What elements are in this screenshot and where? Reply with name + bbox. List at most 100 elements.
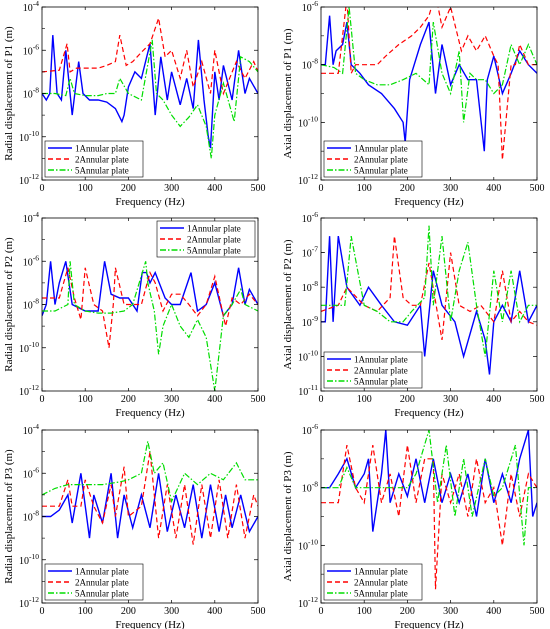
- x-tick-label: 200: [121, 606, 136, 617]
- x-axis-label: Frequency (Hz): [115, 407, 185, 419]
- x-tick-label: 0: [319, 606, 324, 617]
- legend-label-1: 1Annular plate: [75, 144, 129, 154]
- x-axis-label: Frequency (Hz): [115, 196, 185, 208]
- y-tick-label: 10-10: [19, 552, 39, 567]
- x-tick-label: 100: [78, 606, 93, 617]
- x-tick-label: 100: [78, 183, 93, 194]
- x-axis-label: Frequency (Hz): [115, 619, 185, 629]
- y-tick-label: 10-8: [302, 279, 318, 294]
- legend-label-3: 5Annular plate: [354, 377, 408, 387]
- legend-label-2: 2Annular plate: [75, 155, 129, 165]
- y-tick-label: 10-12: [19, 172, 39, 187]
- x-tick-label: 300: [443, 394, 458, 405]
- x-tick-label: 300: [164, 183, 179, 194]
- y-axis-label: Radial displacement of P1 (m): [3, 26, 15, 161]
- legend-box: [156, 220, 256, 258]
- x-tick-label: 300: [443, 606, 458, 617]
- y-tick-label: 10-9: [302, 314, 318, 329]
- y-axis-label: Radial displacement of P2 (m): [3, 237, 15, 372]
- legend-label-3: 5Annular plate: [187, 246, 241, 256]
- y-axis-label: Radial displacement of P3 (m): [3, 449, 15, 584]
- y-tick-label: 10-6: [23, 253, 39, 268]
- y-tick-label: 10-11: [298, 383, 318, 398]
- legend-label-1: 1Annular plate: [354, 144, 408, 154]
- x-tick-label: 400: [486, 606, 501, 617]
- y-tick-label: 10-8: [302, 57, 318, 72]
- x-tick-label: 200: [121, 394, 136, 405]
- x-tick-label: 100: [78, 394, 93, 405]
- x-axis-label: Frequency (Hz): [394, 196, 464, 208]
- legend-box: [44, 140, 144, 178]
- y-axis-label: Axial displacement of P2 (m): [282, 239, 294, 369]
- legend-label-1: 1Annular plate: [354, 567, 408, 577]
- legend-label-2: 2Annular plate: [75, 578, 129, 588]
- series-line-2: [321, 7, 537, 160]
- chart-panel-4: 0 100 200 300 400 500 10-11 10-10 10-9 10-8 10-7 10…: [282, 210, 545, 419]
- y-tick-label: 10-10: [298, 114, 318, 129]
- y-tick-label: 10-10: [19, 129, 39, 144]
- legend-label-3: 5Annular plate: [354, 589, 408, 599]
- x-tick-label: 200: [400, 606, 415, 617]
- y-tick-label: 10-8: [302, 480, 318, 495]
- legend-box: [323, 140, 423, 178]
- x-tick-label: 500: [530, 606, 545, 617]
- y-axis-label: Axial displacement of P3 (m): [282, 451, 294, 581]
- series-line-1: [321, 235, 537, 375]
- x-tick-label: 400: [486, 394, 501, 405]
- y-tick-label: 10-10: [298, 537, 318, 552]
- y-tick-label: 10-10: [298, 348, 318, 363]
- axes-box: [320, 217, 538, 392]
- y-tick-label: 10-8: [23, 509, 39, 524]
- x-tick-label: 100: [357, 606, 372, 617]
- x-tick-label: 100: [357, 183, 372, 194]
- x-tick-label: 0: [319, 394, 324, 405]
- x-tick-label: 500: [530, 394, 545, 405]
- x-axis-label: Frequency (Hz): [394, 619, 464, 629]
- y-tick-label: 10-8: [23, 297, 39, 312]
- legend-label-3: 5Annular plate: [75, 166, 129, 176]
- y-tick-label: 10-6: [23, 42, 39, 57]
- y-tick-label: 10-4: [23, 210, 39, 225]
- x-tick-label: 400: [207, 183, 222, 194]
- legend-label-1: 1Annular plate: [187, 224, 241, 234]
- series-line-3: [321, 430, 537, 546]
- x-tick-label: 0: [40, 183, 45, 194]
- y-tick-label: 10-4: [23, 422, 39, 437]
- legend-label-3: 5Annular plate: [354, 166, 408, 176]
- x-tick-label: 200: [400, 183, 415, 194]
- chart-panel-3: 0 100 200 300 400 500 10-12 10-10 10-8 10-6 10-4 Fr…: [3, 210, 266, 419]
- y-tick-label: 10-6: [302, 422, 318, 437]
- chart-panel-2: 0 100 200 300 400 500 10-12 10-10 10-8 10-6 Freque…: [282, 0, 545, 208]
- legend-box: [44, 563, 144, 601]
- legend-label-2: 2Annular plate: [187, 235, 241, 245]
- x-tick-label: 300: [443, 183, 458, 194]
- x-tick-label: 500: [251, 606, 266, 617]
- y-tick-label: 10-6: [23, 465, 39, 480]
- legend-label-2: 2Annular plate: [354, 155, 408, 165]
- series-line-1: [321, 430, 537, 532]
- x-tick-label: 400: [486, 183, 501, 194]
- series-line-3: [42, 261, 258, 391]
- x-tick-label: 0: [40, 394, 45, 405]
- x-tick-label: 400: [207, 394, 222, 405]
- x-tick-label: 0: [40, 606, 45, 617]
- y-tick-label: 10-6: [302, 0, 318, 14]
- x-tick-label: 0: [319, 183, 324, 194]
- y-tick-label: 10-12: [19, 383, 39, 398]
- legend-label-3: 5Annular plate: [75, 589, 129, 599]
- y-tick-label: 10-12: [19, 595, 39, 610]
- series-line-2: [321, 444, 537, 590]
- y-tick-label: 10-10: [19, 340, 39, 355]
- series-line-3: [321, 7, 537, 123]
- x-tick-label: 200: [121, 183, 136, 194]
- legend-label-2: 2Annular plate: [354, 578, 408, 588]
- y-tick-label: 10-4: [23, 0, 39, 14]
- x-tick-label: 300: [164, 394, 179, 405]
- y-tick-label: 10-12: [298, 172, 318, 187]
- y-tick-label: 10-12: [298, 595, 318, 610]
- series-line-1: [321, 15, 537, 152]
